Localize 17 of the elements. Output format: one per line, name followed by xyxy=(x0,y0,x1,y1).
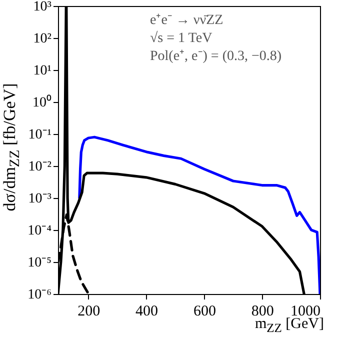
y-tick-label: 10⁻² xyxy=(28,160,52,174)
x-tick-label: 200 xyxy=(78,304,100,320)
annotation: √s = 1 TeV xyxy=(150,30,214,48)
y-tick-label: 10⁻¹ xyxy=(28,128,52,142)
annotation: Pol(e⁺, e⁻) = (0.3, −0.8) xyxy=(150,48,282,66)
y-tick-label: 10² xyxy=(33,32,52,46)
y-tick-label: 10⁰ xyxy=(32,94,52,110)
y-tick-label: 10⁻⁶ xyxy=(28,288,52,302)
line-series xyxy=(78,136,320,294)
y-tick-label: 10⁻⁴ xyxy=(28,224,52,238)
y-tick-label: 10⁻⁵ xyxy=(28,256,52,270)
y-tick-label: 10⁻³ xyxy=(28,192,52,206)
x-tick-label: 400 xyxy=(136,304,158,320)
y-tick-label: 10¹ xyxy=(33,64,52,78)
annotation: e⁺e⁻ → νν̄ZZ xyxy=(150,12,224,30)
y-tick-label: 10³ xyxy=(33,0,52,14)
x-tick-label: 600 xyxy=(193,304,216,320)
